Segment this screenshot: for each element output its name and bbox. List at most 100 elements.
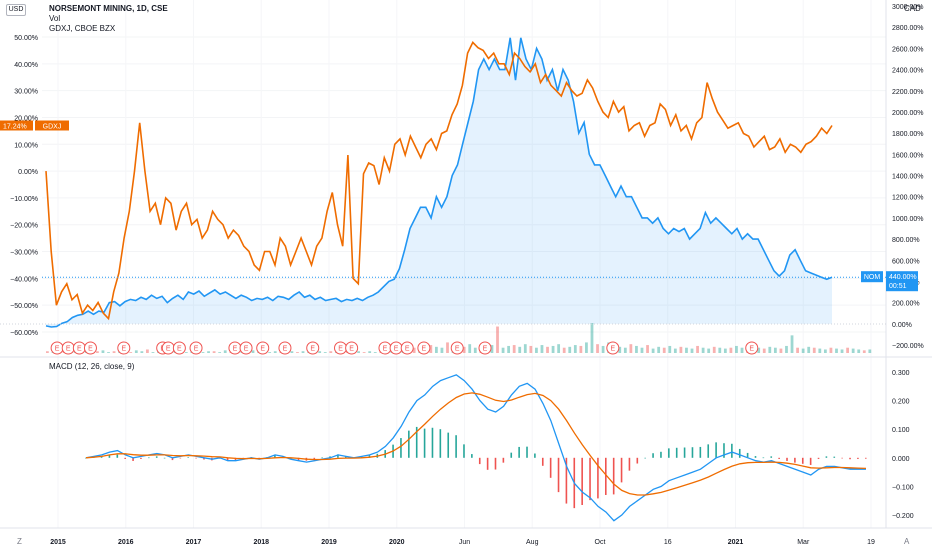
earnings-marker [189,341,203,355]
volume-bar [785,345,788,353]
macd-pane[interactable] [85,374,867,522]
time-axis-tick-label: Oct [595,539,606,546]
left-axis-tick-label: 50.00% [14,35,38,42]
time-axis-tick-label: Mar [797,539,810,546]
main-pane[interactable]: EEEEEEEEEEEEEEEEEEEEEEEE [45,37,872,355]
earnings-marker-label: E [55,346,60,353]
macd-histogram-bar [471,454,473,458]
volume-legend[interactable]: Vol [49,14,61,23]
macd-histogram-bar [526,446,528,458]
earnings-marker [256,341,270,355]
volume-bar [685,347,688,353]
right-axis-tick-label: 1000.00% [892,216,924,223]
volume-bar [290,351,294,353]
nom-name-tag-text: NOM [864,274,881,281]
volume-bar [201,352,205,353]
gdxj-last-value-tag [0,120,33,131]
macd-histogram-bar [108,454,111,458]
macd-histogram-bar [589,457,591,501]
macd-legend[interactable]: MACD (12, 26, close, 9) [49,362,135,371]
left-axis-tick-label: −60.00% [10,330,38,337]
volume-bar [535,347,538,353]
volume-bar [529,345,533,353]
macd-histogram-bar [817,457,820,459]
macd-histogram-bar [400,438,402,458]
volume-bar [440,347,444,353]
right-axis-tick-label: −200.00% [892,343,924,350]
left-axis-tick-label: 30.00% [14,89,38,96]
macd-histogram-bar [518,446,520,458]
volume-bar [573,345,577,353]
earnings-marker-label: E [177,346,182,353]
volume-bar [846,347,849,353]
volume-bar [101,350,105,353]
earnings-marker-label: E [166,346,171,353]
macd-histogram-bar [668,448,670,458]
earnings-markers[interactable]: EEEEEEEEEEEEEEEEEEEEEEEE [50,341,759,355]
macd-histogram-bar [423,428,426,458]
auto-scale-button[interactable]: A [904,537,910,546]
volume-bar [434,346,438,353]
volume-bar [273,351,277,353]
macd-histogram-bar [762,457,765,459]
left-axis-tick-label: −50.00% [10,303,38,310]
volume-bar [523,344,527,353]
right-axis-tick-label: 1600.00% [892,152,924,159]
volume-bar [112,351,116,353]
nom-series-line [45,37,833,328]
volume-bar [601,345,605,353]
volume-bar [862,350,866,353]
macd-histogram-bar [691,447,694,458]
macd-histogram-bar [786,457,788,461]
macd-histogram-bar [132,457,134,461]
right-axis-tick-label: 1200.00% [892,195,924,202]
right-axis-tick-label: 2800.00% [892,25,924,32]
macd-axis-tick-label: −0.200 [892,513,914,520]
earnings-marker-label: E [610,346,615,353]
macd-histogram-bar [841,457,843,459]
macd-histogram-bar [502,457,505,463]
macd-histogram [85,426,867,509]
macd-axis-tick-label: 0.100 [892,427,910,434]
nom-last-value-text: 440.00% [889,274,917,281]
axes-layer [0,0,932,529]
macd-histogram-bar [100,456,103,458]
macd-histogram-bar [447,432,450,458]
right-axis-tick-label: 600.00% [892,258,920,265]
macd-histogram-bar [675,447,678,458]
volume-bar [579,345,583,353]
macd-histogram-bar [597,457,599,499]
volume-bar [251,350,255,353]
macd-histogram-bar [683,447,686,458]
volume-bar [823,349,827,353]
nom-area [46,37,832,328]
macd-histogram-bar [849,457,851,460]
volume-bar [590,323,594,353]
compare-symbol-legend[interactable]: GDXJ, CBOE BZX [49,24,116,33]
gdxj-series-line [45,41,833,321]
macd-histogram-bar [408,430,410,458]
volume-bar [618,346,622,353]
volume-bar [490,345,494,353]
earnings-marker-label: E [66,346,71,353]
volume-bar [707,348,711,353]
right-axis-tick-label: 1800.00% [892,131,924,138]
volume-bar [735,345,738,353]
macd-histogram-bar [557,457,560,493]
volume-bar [184,352,188,353]
volume-bar [357,351,360,353]
volume-bar [468,344,472,353]
right-axis-tick-label: 0.00% [892,322,912,329]
symbol-title[interactable]: NORSEMONT MINING, 1D, CSE [49,4,168,13]
currency-left-button[interactable]: USD [6,4,26,16]
right-axis-tick-label: 3000.00% [892,4,924,11]
volume-bar [412,347,416,353]
earnings-marker [278,341,292,355]
macd-histogram-bar [337,454,339,458]
macd-histogram-bar [746,452,749,458]
zoom-button[interactable]: Z [17,537,22,546]
macd-histogram-bar [778,457,780,459]
volume-bar [718,347,722,353]
earnings-marker [606,341,620,355]
volume-bar [129,352,133,353]
